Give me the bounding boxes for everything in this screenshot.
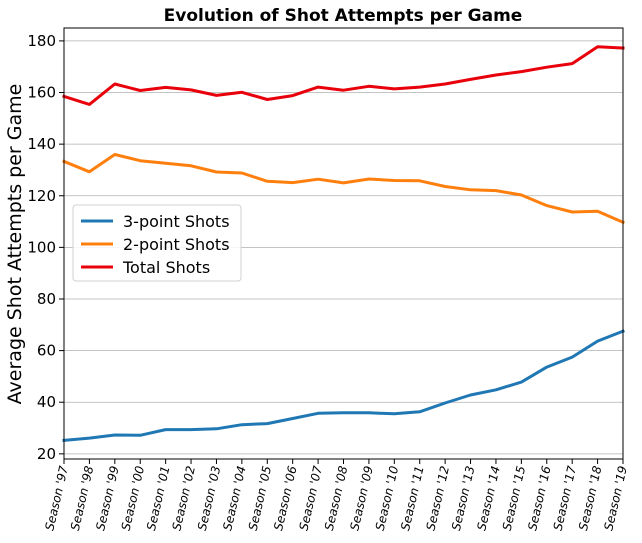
y-tick-label: 180 [27,32,56,50]
legend-entry: Total Shots [122,258,210,277]
x-tick-label: Season '07 [297,464,326,532]
series-line-total-shots [62,45,625,106]
series-line-3-point-shots [62,329,625,443]
y-axis-label: Average Shot Attempts per Game [4,84,26,405]
legend-entry: 3-point Shots [123,212,230,231]
x-tick-label: Season '08 [322,464,351,532]
y-tick-label: 40 [37,393,56,411]
y-tick-label: 160 [27,84,56,102]
x-tick-label: Season '13 [449,465,477,532]
legend: 3-point Shots 2-point Shots Total Shots [72,204,242,282]
y-tick-label: 120 [27,187,56,205]
x-tick-label: Season '14 [474,465,502,532]
legend-box [72,204,242,282]
x-tick-label: Season '15 [500,465,528,532]
series-lines [62,45,625,443]
x-tick-label: Season '19 [601,465,629,532]
y-tick-label: 60 [37,342,56,360]
x-tick-label: Season '97 [42,464,71,532]
x-tick-label: Season '04 [220,465,248,532]
x-tick-label: Season '06 [271,464,300,532]
x-tick-label: Season '03 [195,465,223,532]
y-tick-label: 20 [37,445,56,463]
chart-title: Evolution of Shot Attempts per Game [164,6,523,26]
x-tick-label: Season '05 [246,465,274,532]
x-tick-label: Season '12 [424,465,452,532]
x-tick-label: Season '10 [373,464,402,532]
x-tick-label: Season '00 [119,464,148,532]
x-tick-label: Season '02 [169,465,197,532]
y-tick-label: 100 [27,238,56,256]
x-tick-label: Season '98 [68,464,97,532]
y-axis: 20 40 60 80 100 120 140 160 180 [27,32,64,463]
x-tick-label: Season '18 [576,464,605,532]
series-line-2-point-shots [62,153,625,225]
x-tick-label: Season '16 [525,464,554,532]
y-tick-label: 140 [27,135,56,153]
x-tick-label: Season '17 [551,464,580,532]
legend-entry: 2-point Shots [123,235,230,254]
x-tick-label: Season '01 [144,465,172,532]
x-tick-label: Season '09 [347,465,375,532]
x-tick-label: Season '99 [93,465,121,532]
y-tick-label: 80 [37,290,56,308]
x-tick-label: Season '11 [398,465,426,532]
